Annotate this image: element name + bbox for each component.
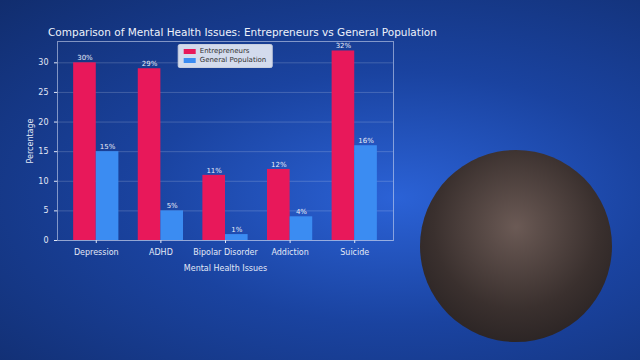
svg-text:25: 25 [38, 88, 48, 97]
svg-text:32%: 32% [336, 42, 352, 50]
svg-text:Addiction: Addiction [271, 248, 308, 257]
svg-text:ADHD: ADHD [149, 248, 173, 257]
svg-text:16%: 16% [358, 137, 374, 145]
svg-text:Mental Health Issues: Mental Health Issues [184, 264, 267, 273]
svg-text:5: 5 [43, 206, 48, 215]
svg-text:15%: 15% [100, 143, 116, 151]
html-text:Entrepreneurs: Entrepreneurs [199, 47, 250, 55]
html-text:Comparison of Mental Health Is: Comparison of Mental Health Issues: Entr… [48, 26, 437, 38]
svg-text:12%: 12% [271, 161, 287, 169]
svg-text:30: 30 [38, 58, 48, 67]
svg-text:15: 15 [38, 147, 48, 156]
svg-text:Percentage: Percentage [26, 118, 35, 163]
svg-text:Depression: Depression [74, 248, 119, 257]
svg-text:10: 10 [38, 177, 48, 186]
html-text:General Population: General Population [199, 56, 267, 64]
svg-text:29%: 29% [142, 60, 158, 68]
svg-text:5%: 5% [167, 202, 178, 210]
svg-text:4%: 4% [296, 208, 307, 216]
svg-text:Bipolar Disorder: Bipolar Disorder [193, 248, 258, 257]
svg-text:11%: 11% [206, 167, 222, 175]
svg-text:1%: 1% [231, 226, 242, 234]
svg-text:20: 20 [38, 118, 48, 127]
svg-text:0: 0 [43, 236, 48, 245]
svg-text:30%: 30% [77, 54, 93, 62]
svg-text:Suicide: Suicide [340, 248, 369, 257]
